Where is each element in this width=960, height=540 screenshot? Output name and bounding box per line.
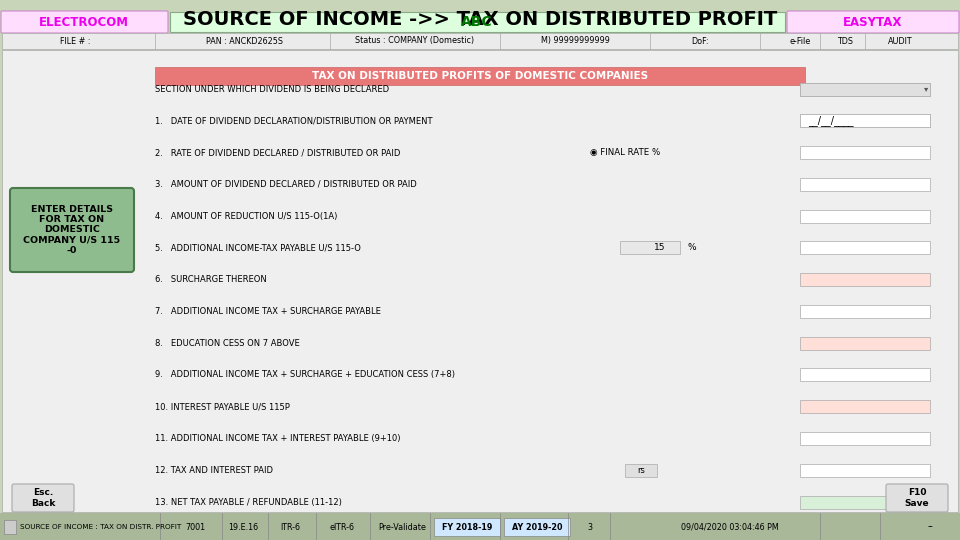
Text: 12. TAX AND INTEREST PAID: 12. TAX AND INTEREST PAID [155,465,273,475]
Text: M) 99999999999: M) 99999999999 [540,37,610,45]
Text: ▾: ▾ [924,84,928,93]
Text: 09/04/2020 03:04:46 PM: 09/04/2020 03:04:46 PM [682,523,779,531]
Text: TDS: TDS [837,37,853,45]
Text: 19.E.16: 19.E.16 [228,523,258,531]
Bar [800,210,930,222]
Bar [625,464,657,477]
Text: F10
Save: F10 Save [904,488,929,508]
Text: --: -- [927,523,933,531]
Text: 3: 3 [588,523,592,531]
Bar [620,241,680,254]
Bar [0,513,960,540]
Text: AY 2019-20: AY 2019-20 [512,523,563,531]
Text: ELECTROCOM: ELECTROCOM [39,16,129,29]
Text: 9.   ADDITIONAL INCOME TAX + SURCHARGE + EDUCATION CESS (7+8): 9. ADDITIONAL INCOME TAX + SURCHARGE + E… [155,370,455,380]
FancyBboxPatch shape [1,11,168,33]
Text: SECTION UNDER WHICH DIVIDEND IS BEING DECLARED: SECTION UNDER WHICH DIVIDEND IS BEING DE… [155,84,389,93]
Text: rs: rs [637,465,645,475]
Bar [800,336,930,350]
Text: 13. NET TAX PAYABLE / REFUNDABLE (11-12): 13. NET TAX PAYABLE / REFUNDABLE (11-12) [155,497,342,507]
Text: TAX ON DISTRIBUTED PROFITS OF DOMESTIC COMPANIES: TAX ON DISTRIBUTED PROFITS OF DOMESTIC C… [312,71,648,81]
Bar [800,83,930,96]
Text: FILE # :: FILE # : [60,37,90,45]
Bar [800,241,930,254]
Text: 7.   ADDITIONAL INCOME TAX + SURCHARGE PAYABLE: 7. ADDITIONAL INCOME TAX + SURCHARGE PAY… [155,307,381,316]
Text: ITR-6: ITR-6 [280,523,300,531]
Text: SOURCE OF INCOME : TAX ON DISTR. PROFIT: SOURCE OF INCOME : TAX ON DISTR. PROFIT [20,524,181,530]
Bar [800,305,930,318]
Text: 11. ADDITIONAL INCOME TAX + INTEREST PAYABLE (9+10): 11. ADDITIONAL INCOME TAX + INTEREST PAY… [155,434,400,443]
Text: SOURCE OF INCOME ->> TAX ON DISTRIBUTED PROFIT: SOURCE OF INCOME ->> TAX ON DISTRIBUTED … [182,10,778,29]
FancyBboxPatch shape [886,484,948,512]
Text: 15: 15 [655,244,665,252]
Text: eITR-6: eITR-6 [329,523,354,531]
Bar [800,432,930,445]
Text: Status : COMPANY (Domestic): Status : COMPANY (Domestic) [355,37,474,45]
Text: ABC: ABC [461,15,492,29]
Bar [504,518,570,536]
Bar [800,273,930,286]
Text: 3.   AMOUNT OF DIVIDEND DECLARED / DISTRIBUTED OR PAID: 3. AMOUNT OF DIVIDEND DECLARED / DISTRIB… [155,180,417,189]
Text: %: % [688,244,697,252]
Text: PAN : ANCKD2625S: PAN : ANCKD2625S [206,37,283,45]
Bar [800,178,930,191]
Bar [800,114,930,127]
Bar [800,83,930,96]
Bar [800,496,930,509]
Bar [155,67,805,85]
Text: 4.   AMOUNT OF REDUCTION U/S 115-O(1A): 4. AMOUNT OF REDUCTION U/S 115-O(1A) [155,212,337,220]
FancyBboxPatch shape [787,11,959,33]
Text: 5.   ADDITIONAL INCOME-TAX PAYABLE U/S 115-O: 5. ADDITIONAL INCOME-TAX PAYABLE U/S 115… [155,244,361,252]
Text: Esc.
Back: Esc. Back [31,488,55,508]
Bar [800,400,930,413]
Text: 8.   EDUCATION CESS ON 7 ABOVE: 8. EDUCATION CESS ON 7 ABOVE [155,339,300,348]
Text: __/__/____: __/__/____ [808,116,853,126]
Text: 10. INTEREST PAYABLE U/S 115P: 10. INTEREST PAYABLE U/S 115P [155,402,290,411]
Bar [2,33,958,49]
Text: 1.   DATE OF DIVIDEND DECLARATION/DISTRIBUTION OR PAYMENT: 1. DATE OF DIVIDEND DECLARATION/DISTRIBU… [155,116,433,125]
Text: AUDIT: AUDIT [888,37,912,45]
Text: 7001: 7001 [185,523,205,531]
Text: 6.   SURCHARGE THEREON: 6. SURCHARGE THEREON [155,275,267,284]
FancyBboxPatch shape [10,188,134,272]
Text: EASYTAX: EASYTAX [843,16,902,29]
Bar [800,114,930,127]
Text: ◉ FINAL RATE %: ◉ FINAL RATE % [590,148,660,157]
Bar [800,368,930,381]
Bar [4,520,16,534]
FancyBboxPatch shape [12,484,74,512]
Bar [170,12,785,32]
Bar [434,518,500,536]
Text: e-File: e-File [789,37,810,45]
Text: Pre-Validate: Pre-Validate [378,523,426,531]
Text: 2.   RATE OF DIVIDEND DECLARED / DISTRIBUTED OR PAID: 2. RATE OF DIVIDEND DECLARED / DISTRIBUT… [155,148,400,157]
Bar [2,50,958,512]
Text: ENTER DETAILS
FOR TAX ON
DOMESTIC
COMPANY U/S 115
-0: ENTER DETAILS FOR TAX ON DOMESTIC COMPAN… [23,205,121,255]
Text: FY 2018-19: FY 2018-19 [442,523,492,531]
Bar [800,146,930,159]
Bar [800,464,930,477]
Text: DoF:: DoF: [691,37,708,45]
